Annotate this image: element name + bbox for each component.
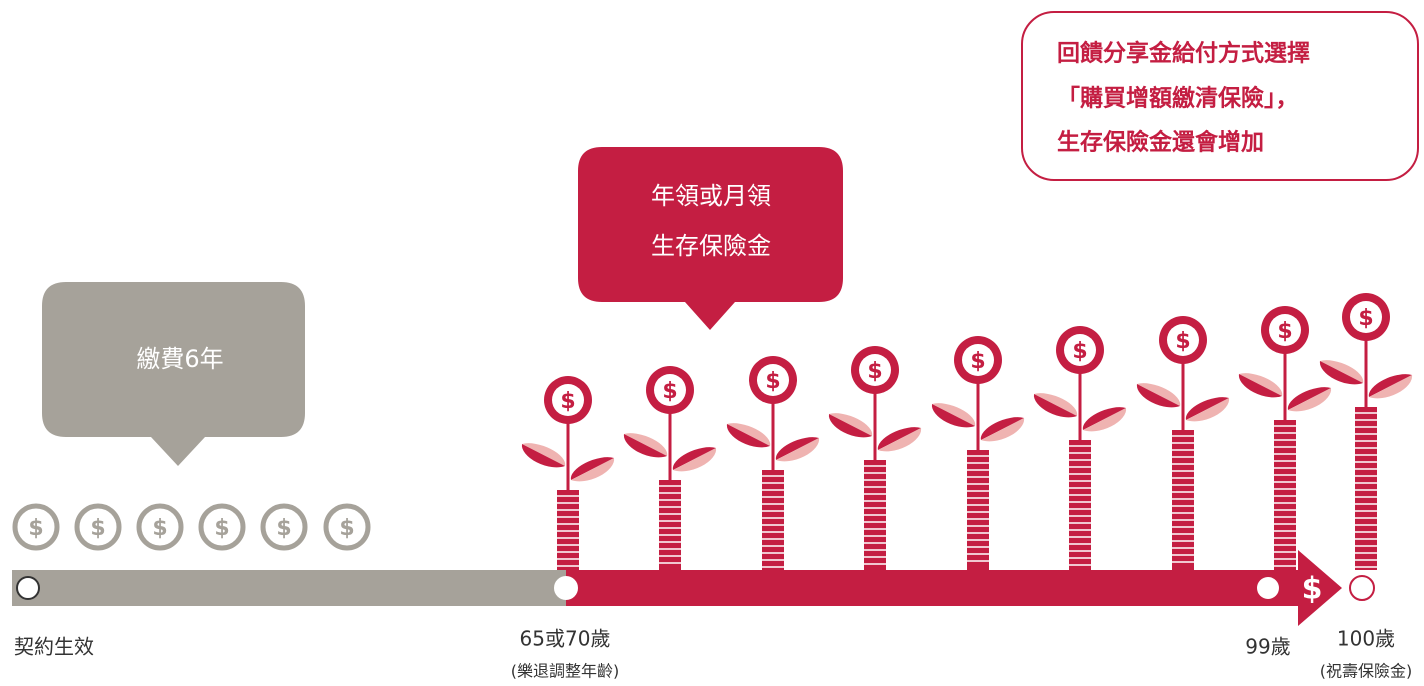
timeline-label: 99歲 bbox=[1245, 635, 1290, 659]
plant-coin-inner bbox=[859, 354, 891, 386]
arrow-symbol: $ bbox=[1302, 572, 1323, 607]
leaf bbox=[931, 404, 975, 428]
leaf bbox=[1287, 387, 1331, 410]
timeline-label: 契約生效 bbox=[14, 635, 94, 659]
plant-coin-inner bbox=[757, 364, 789, 396]
leaf bbox=[1136, 384, 1180, 408]
coin-symbol: $ bbox=[152, 516, 167, 541]
leaf bbox=[1238, 374, 1282, 398]
timeline-label: 65或70歲 bbox=[520, 627, 611, 651]
leaf bbox=[727, 423, 771, 446]
plant-coin-symbol: $ bbox=[867, 359, 882, 384]
plant-coin-symbol: $ bbox=[765, 369, 780, 394]
coin-symbol: $ bbox=[214, 516, 229, 541]
plant-coin-inner bbox=[962, 344, 994, 376]
leaf bbox=[726, 424, 770, 448]
plant-coin-inner bbox=[1269, 314, 1301, 346]
leaf bbox=[1137, 383, 1181, 406]
leaf bbox=[980, 417, 1024, 440]
plant-coin-inner bbox=[552, 384, 584, 416]
leaf bbox=[1186, 398, 1230, 422]
stem-base bbox=[659, 480, 681, 570]
note-line: 生存保險金還會增加 bbox=[1057, 129, 1264, 156]
leaf bbox=[1369, 375, 1413, 399]
coin bbox=[74, 503, 122, 551]
leaf bbox=[1033, 394, 1077, 418]
leaf bbox=[1320, 360, 1364, 383]
plant-coin-inner bbox=[1167, 324, 1199, 356]
coin-symbol: $ bbox=[28, 516, 43, 541]
leaf bbox=[1082, 407, 1126, 430]
timeline-note: (祝壽保險金) bbox=[1320, 662, 1413, 681]
plant-coin-inner bbox=[654, 374, 686, 406]
note-line: 「購買增額繳清保險」， bbox=[1057, 85, 1299, 112]
leaf bbox=[672, 447, 716, 470]
plant-coin-symbol: $ bbox=[1358, 306, 1373, 331]
leaf bbox=[932, 403, 976, 426]
timeline-note: (樂退調整年齡) bbox=[511, 662, 620, 681]
bubble-text: 生存保險金 bbox=[651, 232, 771, 260]
note-line: 回饋分享金給付方式選擇 bbox=[1057, 40, 1310, 67]
annuity-bubble bbox=[578, 147, 843, 330]
age99-marker bbox=[1257, 577, 1279, 599]
leaf bbox=[1083, 408, 1127, 432]
coin-symbol: $ bbox=[339, 516, 354, 541]
leaf bbox=[1288, 388, 1332, 412]
plant-coin-symbol: $ bbox=[1072, 339, 1087, 364]
leaf bbox=[1239, 373, 1283, 396]
leaf bbox=[570, 457, 614, 480]
stem-base bbox=[557, 490, 579, 570]
coin bbox=[136, 503, 184, 551]
leaf bbox=[623, 434, 667, 458]
plant-coin-symbol: $ bbox=[970, 349, 985, 374]
leaf bbox=[521, 444, 565, 468]
coin bbox=[12, 503, 60, 551]
leaf bbox=[828, 414, 872, 438]
plant-coin-symbol: $ bbox=[560, 389, 575, 414]
leaf bbox=[877, 427, 921, 450]
stem-base bbox=[762, 470, 784, 570]
coin bbox=[260, 503, 308, 551]
leaf bbox=[624, 433, 668, 456]
note-box bbox=[1021, 11, 1419, 181]
leaf bbox=[673, 448, 717, 472]
plants: $ $ $ $ $ $ $ $ $ bbox=[521, 293, 1413, 570]
plant-coin-symbol: $ bbox=[1175, 329, 1190, 354]
leaf bbox=[1368, 374, 1412, 397]
leaf bbox=[878, 428, 922, 452]
bubble-text: 繳費6年 bbox=[136, 345, 223, 373]
start-marker bbox=[16, 576, 40, 600]
leaf bbox=[829, 413, 873, 436]
timeline-label: 100歲 bbox=[1337, 627, 1395, 651]
plant-coin-symbol: $ bbox=[1277, 319, 1292, 344]
plant-coin-inner bbox=[1064, 334, 1096, 366]
leaf bbox=[981, 418, 1025, 442]
stem-base bbox=[1172, 430, 1194, 570]
leaf bbox=[1185, 397, 1229, 420]
age100-marker bbox=[1349, 575, 1375, 601]
payment-bar bbox=[12, 570, 568, 606]
leaf bbox=[776, 438, 820, 462]
stem-base bbox=[1274, 420, 1296, 570]
bubble-text: 年領或月領 bbox=[651, 182, 771, 210]
leaf bbox=[1319, 361, 1363, 385]
stem-base bbox=[967, 450, 989, 570]
leaf bbox=[775, 437, 819, 460]
plant-coin-symbol: $ bbox=[662, 379, 677, 404]
coin-symbol: $ bbox=[276, 516, 291, 541]
plant-coin-inner bbox=[1350, 301, 1382, 333]
leaf bbox=[522, 443, 566, 466]
paid-coins: $ $ $ $ $ $ bbox=[12, 503, 371, 551]
coin-symbol: $ bbox=[90, 516, 105, 541]
coin bbox=[323, 503, 371, 551]
retire-marker bbox=[554, 576, 578, 600]
leaf bbox=[1034, 393, 1078, 416]
payment-bubble bbox=[42, 282, 305, 466]
leaf bbox=[571, 458, 615, 482]
coin bbox=[198, 503, 246, 551]
benefit-arrow bbox=[566, 550, 1342, 626]
